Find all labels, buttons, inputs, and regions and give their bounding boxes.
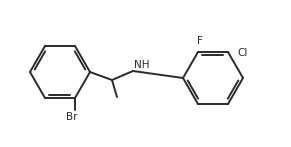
Text: Br: Br: [66, 112, 78, 122]
Text: NH: NH: [134, 60, 150, 70]
Text: F: F: [197, 36, 203, 46]
Text: Cl: Cl: [237, 48, 247, 58]
